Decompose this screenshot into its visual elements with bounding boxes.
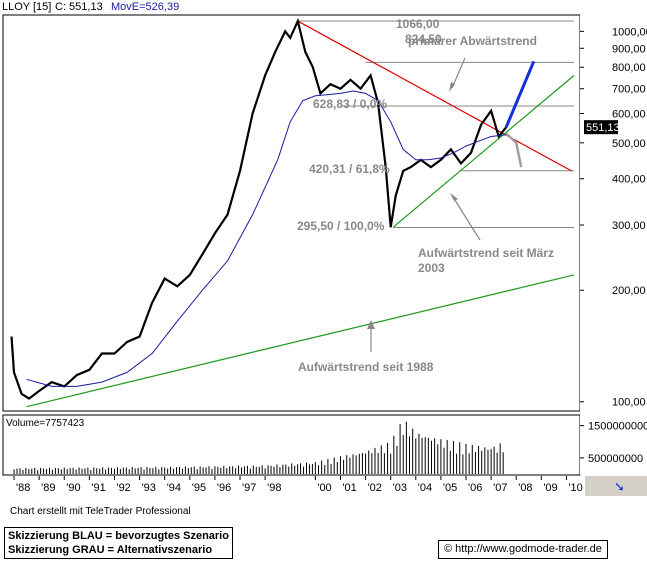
- x-tick-label: '06: [468, 482, 482, 494]
- x-tick-label: '94: [167, 482, 181, 494]
- arrow-head: [449, 82, 455, 92]
- arrow-uptrend-2003: [452, 196, 481, 241]
- downtrend-line: [297, 20, 572, 172]
- level-label: 295,50 / 100,0%: [297, 219, 385, 233]
- x-tick-label: '10: [568, 482, 582, 494]
- level-label: 628,83 / 0,0%: [313, 97, 387, 111]
- volume-label: Volume=7757423: [6, 418, 85, 429]
- volume-tick-label: 500000000: [588, 453, 643, 465]
- source-url-link[interactable]: © http://www.godmode-trader.de: [438, 540, 608, 559]
- x-tick-label: '97: [242, 482, 256, 494]
- y-tick-label: 200,00: [612, 285, 646, 297]
- x-tick-label: '96: [217, 482, 231, 494]
- uptrend-1988-line: [26, 274, 575, 408]
- last-price-tag: [584, 120, 618, 135]
- x-tick-label: '03: [393, 482, 407, 494]
- ma-label: MovE=526,39: [111, 1, 179, 13]
- x-tick-label: '90: [66, 482, 80, 494]
- x-tick-label: '08: [518, 482, 532, 494]
- blue-scenario-line: [504, 60, 536, 128]
- y-tick-label: 300,00: [612, 220, 646, 232]
- last-price-label: 551,13: [586, 122, 620, 134]
- trend-label-1988: Aufwärtstrend seit 1988: [298, 360, 434, 374]
- x-tick-label: '07: [493, 482, 507, 494]
- stock-chart: ➘ LLOY [15] C: 551,13 MovE=526,39 Volume…: [0, 0, 647, 496]
- y-tick-label: 600,00: [612, 109, 646, 121]
- y-tick-label: 400,00: [612, 174, 646, 186]
- uptrend-2003-line: [392, 75, 575, 228]
- axis-area: [580, 15, 647, 475]
- level-label: 824,50: [405, 32, 442, 46]
- x-tick-label: '05: [443, 482, 457, 494]
- trend-label-primary-down: primärer Abwärtstrend: [408, 34, 537, 48]
- y-tick-label: 1000,00: [612, 26, 647, 38]
- scroll-arrow-icon[interactable]: ➘: [614, 480, 625, 495]
- x-tick-label: '01: [342, 482, 356, 494]
- price-series-line: [10, 17, 508, 400]
- legend-line-gray: Skizzierung GRAU = Alternativszenario: [8, 544, 213, 556]
- close-label: C: 551,13: [55, 1, 103, 13]
- x-tick-label: '98: [267, 482, 281, 494]
- x-tick-label: '95: [192, 482, 206, 494]
- volume-tick-label: 1500000000: [588, 421, 647, 433]
- y-tick-label: 500,00: [612, 138, 646, 150]
- legend-line-blue: Skizzierung BLAU = bevorzugtes Szenario: [8, 530, 229, 542]
- header-bar: [0, 0, 585, 12]
- x-axis-bar: [0, 476, 585, 496]
- x-tick-label: '89: [41, 482, 55, 494]
- arrow-head: [450, 193, 458, 201]
- arrow-head: [367, 320, 375, 329]
- y-tick-label: 100,00: [612, 397, 646, 409]
- symbol-label: LLOY [15]: [2, 1, 51, 13]
- gray-scenario-line: [505, 132, 523, 168]
- y-tick-label: 700,00: [612, 84, 646, 96]
- price-panel-frame: [2, 14, 581, 412]
- arrow-down-trend: [451, 57, 466, 89]
- y-tick-label: 900,00: [612, 43, 646, 55]
- y-tick-label: 800,00: [612, 62, 646, 74]
- trend-label-2003: Aufwärtstrend seit März: [418, 246, 554, 260]
- scenario-legend: Skizzierung BLAU = bevorzugtes Szenario …: [4, 527, 233, 559]
- level-label: 420,31 / 61,8%: [309, 162, 390, 176]
- credit-text: Chart erstellt mit TeleTrader Profession…: [10, 506, 191, 517]
- level-label: 1066,00: [396, 17, 440, 31]
- trend-label-2003-year: 2003: [418, 261, 445, 275]
- x-tick-label: '91: [91, 482, 105, 494]
- x-tick-label: '93: [142, 482, 156, 494]
- x-tick-label: '00: [317, 482, 331, 494]
- moving-average-line: [26, 90, 507, 387]
- x-tick-label: '02: [368, 482, 382, 494]
- x-tick-label: '04: [418, 482, 432, 494]
- x-tick-label: '92: [116, 482, 130, 494]
- x-tick-label: '09: [543, 482, 557, 494]
- x-tick-label: '88: [16, 482, 30, 494]
- scroll-corner[interactable]: [585, 476, 647, 496]
